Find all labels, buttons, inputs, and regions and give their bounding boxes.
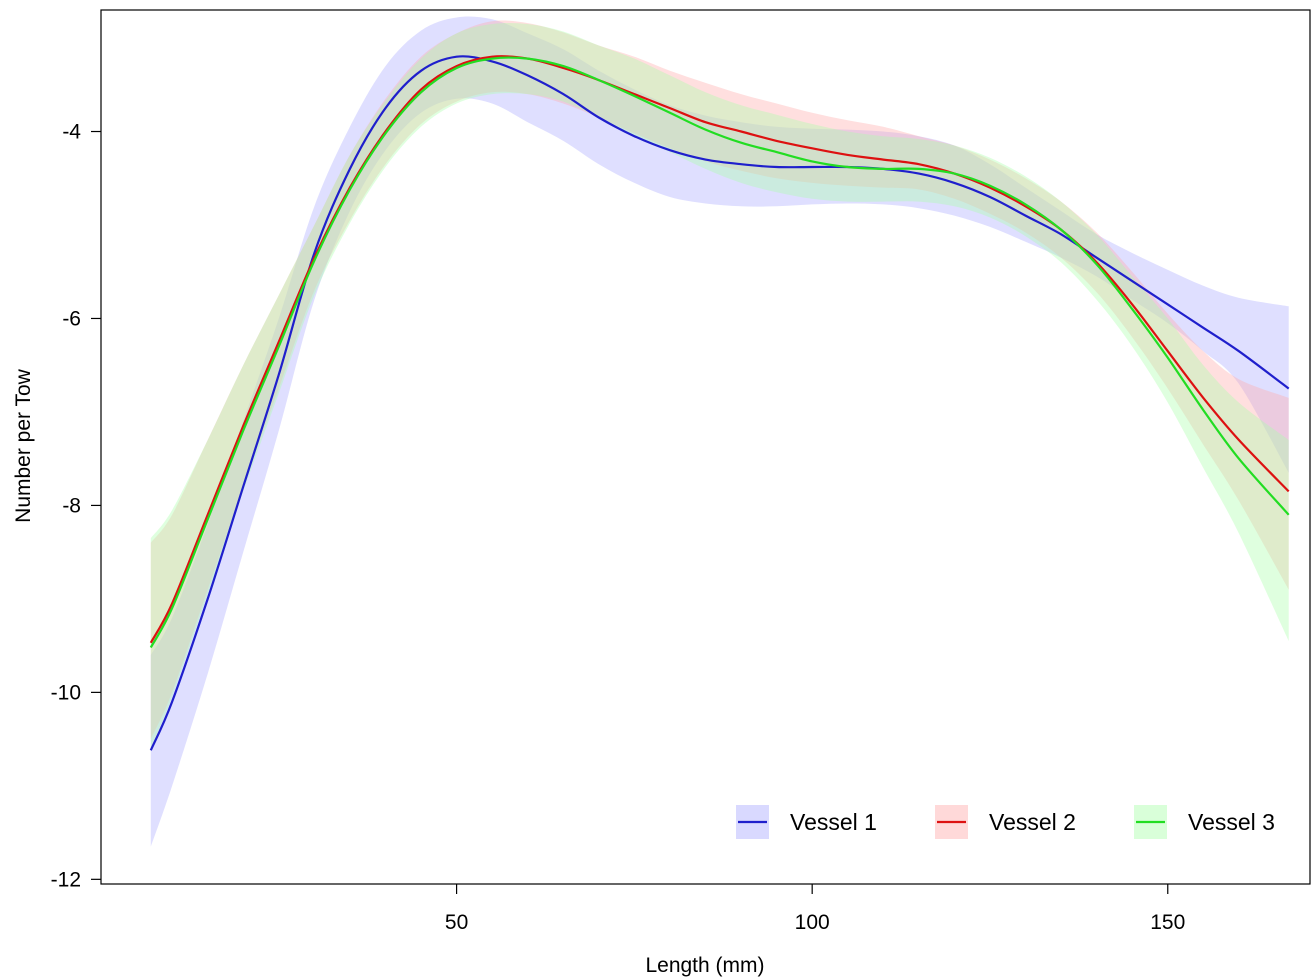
x-axis: 50 100 150 bbox=[445, 884, 1185, 934]
x-tick-label: 100 bbox=[795, 911, 830, 934]
legend-label: Vessel 2 bbox=[989, 809, 1076, 835]
plot-frame bbox=[100, 9, 1311, 885]
series-line-vessel-3 bbox=[149, 56, 1290, 649]
y-tick-label: -6 bbox=[62, 307, 81, 330]
confidence-band-vessel-3 bbox=[150, 22, 1289, 749]
x-axis-title: Length (mm) bbox=[645, 954, 764, 977]
y-axis-title: Number per Tow bbox=[12, 368, 35, 523]
x-tick-label: 50 bbox=[445, 911, 468, 934]
legend: Vessel 1 Vessel 2 Vessel 3 bbox=[736, 805, 1275, 839]
x-tick-label: 150 bbox=[1150, 911, 1185, 934]
confidence-band-vessel-2 bbox=[150, 20, 1289, 740]
series-lines bbox=[149, 55, 1290, 751]
confidence-band-vessel-1 bbox=[150, 16, 1289, 847]
y-tick-label: -8 bbox=[62, 494, 81, 517]
legend-item-vessel-1: Vessel 1 bbox=[736, 805, 877, 839]
y-axis: -12 -10 -8 -6 -4 bbox=[51, 121, 101, 891]
confidence-bands bbox=[150, 16, 1289, 847]
y-tick-label: -12 bbox=[51, 868, 81, 891]
legend-item-vessel-2: Vessel 2 bbox=[935, 805, 1076, 839]
legend-label: Vessel 1 bbox=[790, 809, 877, 835]
y-tick-label: -10 bbox=[51, 681, 81, 704]
legend-label: Vessel 3 bbox=[1188, 809, 1275, 835]
legend-item-vessel-3: Vessel 3 bbox=[1134, 805, 1275, 839]
y-tick-label: -4 bbox=[62, 121, 81, 144]
